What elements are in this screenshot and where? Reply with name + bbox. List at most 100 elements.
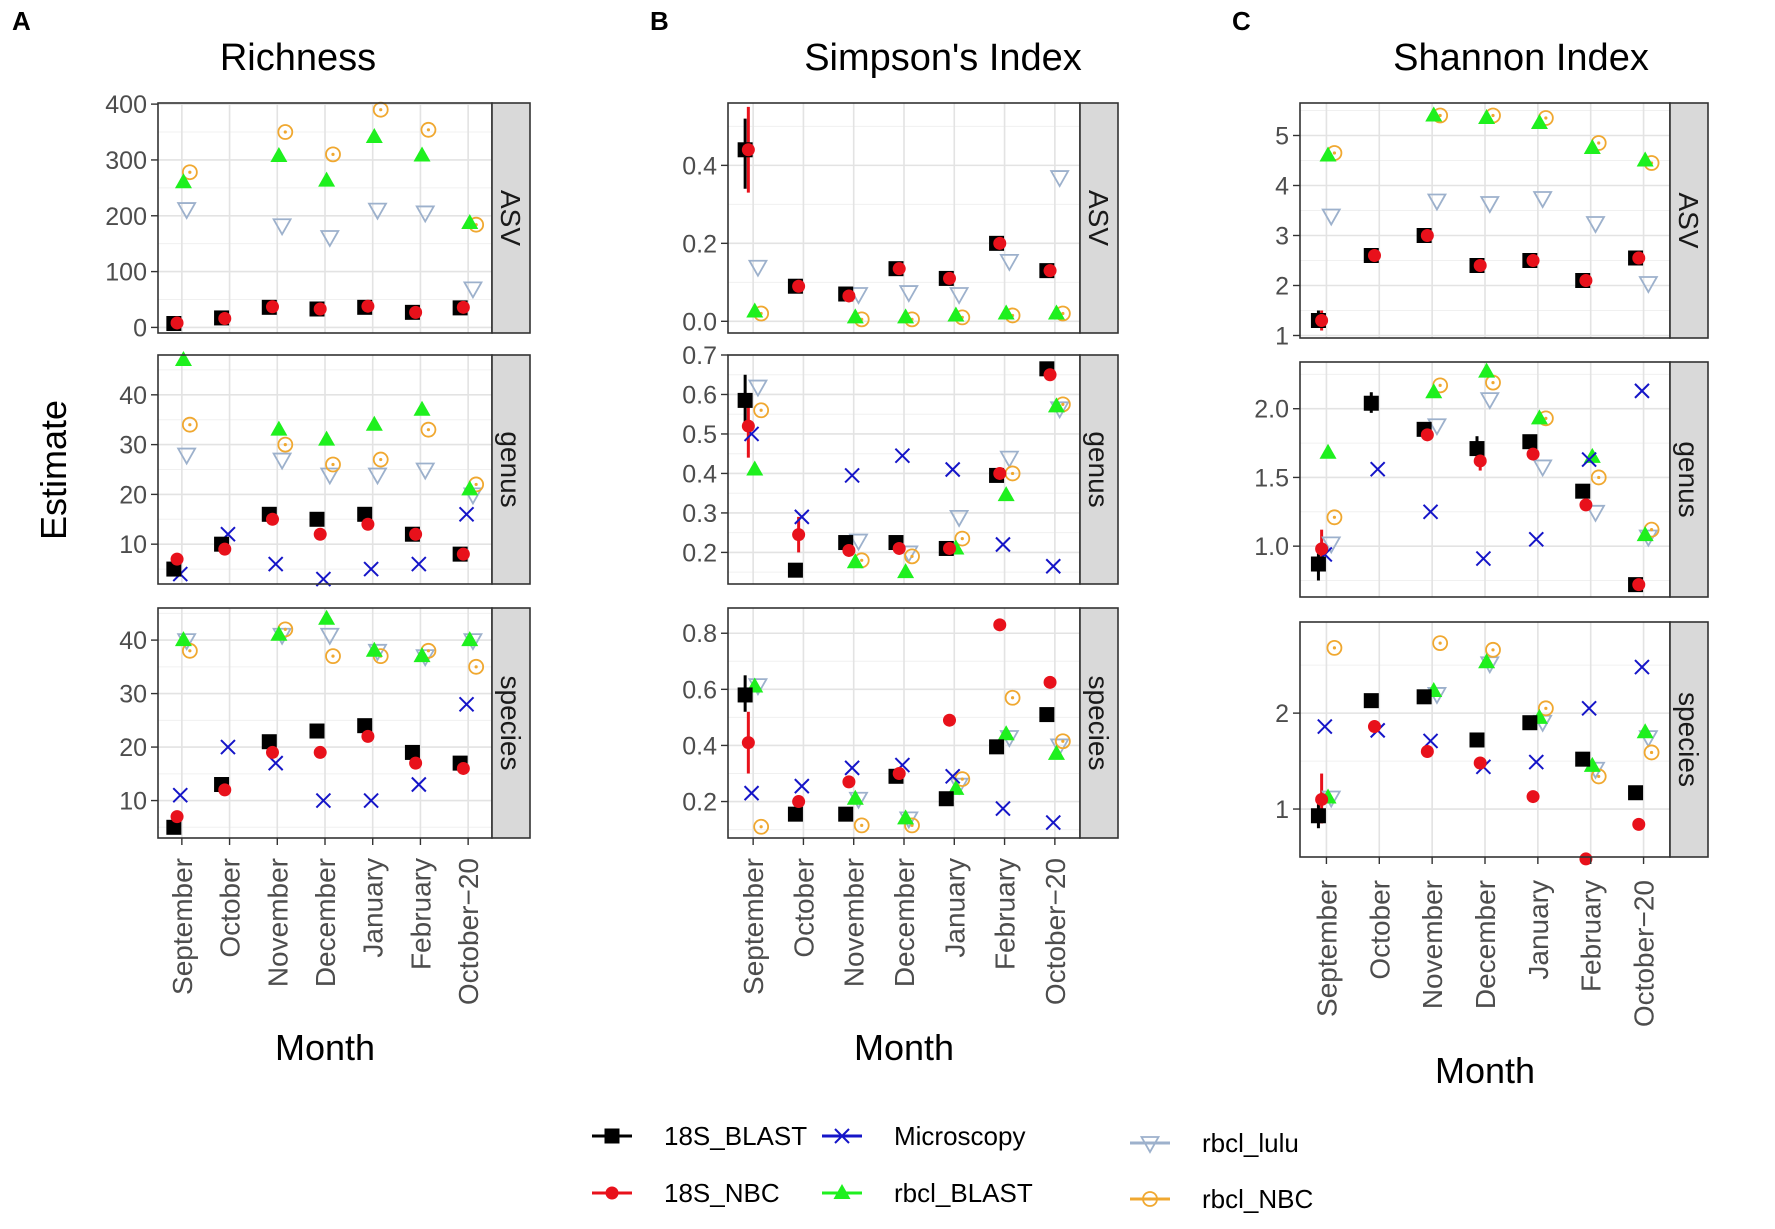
point-rblast	[997, 304, 1015, 320]
y-tick-label: 2	[1275, 273, 1289, 301]
point-rblast	[846, 308, 864, 324]
point-blast18	[1575, 751, 1591, 767]
facet-strip	[1079, 102, 1119, 334]
panel-title: Simpson's Index	[804, 37, 1082, 79]
point-lulu	[1321, 208, 1342, 227]
y-tick-label: 400	[105, 91, 147, 119]
point-blast18	[261, 734, 277, 750]
y-tick-label: 0	[133, 314, 147, 342]
point-rnbc-dot	[426, 428, 431, 432]
point-rnbc	[1054, 733, 1071, 750]
point-micro-stroke-b	[1581, 451, 1597, 468]
point-rblast	[1478, 362, 1496, 378]
point-rnbc-dot	[331, 654, 335, 658]
point-micro-stroke-b	[458, 696, 475, 712]
point-rnbc	[1004, 689, 1021, 706]
point-nbc18	[265, 512, 279, 526]
point-micro-stroke-b	[794, 778, 810, 794]
point-rnbc	[277, 124, 294, 140]
point-micro-stroke-b	[1528, 531, 1544, 547]
point-micro-stroke-b	[1528, 754, 1544, 770]
point-micro-stroke-b	[995, 536, 1011, 553]
point-rnbc-dot	[474, 665, 478, 669]
point-nbc18	[313, 302, 327, 316]
y-tick-label: 100	[105, 259, 147, 287]
point-rnbc-dot	[960, 536, 964, 541]
point-micro	[1528, 754, 1544, 770]
point-micro-stroke-b	[995, 800, 1011, 817]
point-nbc18	[409, 756, 423, 770]
legend-marker	[834, 1128, 850, 1144]
point-micro	[458, 696, 475, 712]
x-tick-label: October−20	[453, 858, 484, 1005]
point-rblast	[270, 420, 288, 436]
facet-strip	[1669, 621, 1709, 858]
point-lulu	[176, 447, 197, 466]
point-nbc18	[265, 300, 279, 314]
legend: 18S_BLAST Microscopy rbcl_lulu 18S_NBC rbcl_…	[592, 1121, 1313, 1214]
point-nbc18	[1043, 675, 1057, 689]
facet-strip-label: ASV	[495, 190, 526, 246]
point-rnbc-dot	[759, 408, 763, 412]
point-nbc18	[1473, 259, 1487, 272]
point-rblast	[318, 430, 336, 446]
point-micro	[944, 768, 961, 784]
point-rnbc-dot	[283, 443, 287, 447]
point-micro	[315, 792, 332, 809]
point-micro-stroke-b	[1422, 504, 1439, 520]
point-lulu	[1479, 392, 1500, 410]
point-blast18	[1363, 693, 1379, 709]
point-nbc18	[1315, 542, 1329, 556]
x-tick-label: December	[1470, 880, 1501, 1009]
legend-marker	[1142, 1191, 1158, 1207]
y-tick-label: 0.4	[682, 732, 717, 760]
facet-species: 10 20 30 40 species	[119, 607, 531, 839]
x-tick-label: February	[1576, 880, 1607, 992]
point-blast18	[737, 392, 753, 408]
point-micro	[944, 461, 961, 478]
legend-marker	[604, 1128, 620, 1144]
point-rnbc-dot	[1010, 471, 1015, 476]
point-rnbc-ring	[1326, 639, 1343, 656]
y-tick-label: 2	[1275, 700, 1289, 728]
point-rblast	[746, 460, 764, 476]
point-micro	[220, 739, 236, 755]
facet-strip	[1079, 354, 1119, 585]
point-micro-stroke-b	[1317, 718, 1333, 735]
x-tick-label: February	[405, 858, 436, 970]
point-micro	[894, 447, 911, 464]
point-nbc18	[842, 289, 856, 303]
point-rnbc	[181, 416, 198, 433]
legend-marker-stroke-b	[834, 1128, 850, 1144]
point-rblast	[1319, 146, 1337, 162]
y-tick-label: 0.4	[682, 152, 717, 180]
point-nbc18	[993, 618, 1007, 632]
point-micro	[1581, 451, 1597, 468]
point-rblast	[1047, 304, 1065, 320]
point-rblast	[746, 302, 764, 318]
point-rnbc-dot	[379, 457, 383, 462]
facet-genus: 10 20 30 40 genus	[119, 350, 531, 587]
point-rnbc-ring	[420, 121, 437, 138]
point-nbc18	[1526, 447, 1540, 461]
point-nbc18	[1632, 251, 1646, 265]
point-micro	[1422, 504, 1439, 520]
y-tick-label: 4	[1275, 173, 1289, 201]
point-rblast	[1047, 397, 1065, 413]
facet-asv: 1 2 3 4 5 ASV	[1275, 102, 1709, 351]
point-micro-stroke-b	[363, 792, 379, 809]
y-tick-label: 20	[119, 734, 147, 762]
point-rblast	[270, 625, 288, 641]
legend-item-lulu: rbcl_lulu	[1130, 1128, 1299, 1158]
point-rblast	[897, 809, 915, 825]
point-rnbc-dot	[1544, 416, 1548, 420]
point-rblast	[1636, 151, 1654, 167]
point-rnbc-ring	[904, 817, 920, 834]
x-tick-label: September	[738, 858, 769, 995]
facet-strip-label: ASV	[1673, 192, 1704, 248]
point-rnbc-ring	[1485, 641, 1501, 658]
point-rnbc-dot	[1438, 113, 1442, 118]
point-lulu	[999, 253, 1020, 272]
point-nbc18	[456, 547, 470, 561]
point-nbc18	[218, 783, 232, 797]
